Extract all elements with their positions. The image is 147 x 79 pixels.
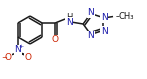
Text: O: O [52, 35, 59, 44]
Text: N: N [87, 8, 94, 17]
Text: N: N [101, 13, 107, 22]
Text: O: O [24, 53, 31, 61]
Text: N: N [15, 46, 21, 55]
Text: CH₃: CH₃ [118, 12, 133, 21]
Text: N: N [66, 18, 72, 27]
Text: N: N [87, 31, 94, 40]
Text: −: − [1, 55, 7, 61]
Text: O: O [4, 53, 11, 61]
Text: –: – [116, 12, 120, 21]
Text: +: + [19, 44, 24, 49]
Text: N: N [101, 27, 107, 36]
Text: H: H [66, 14, 72, 23]
